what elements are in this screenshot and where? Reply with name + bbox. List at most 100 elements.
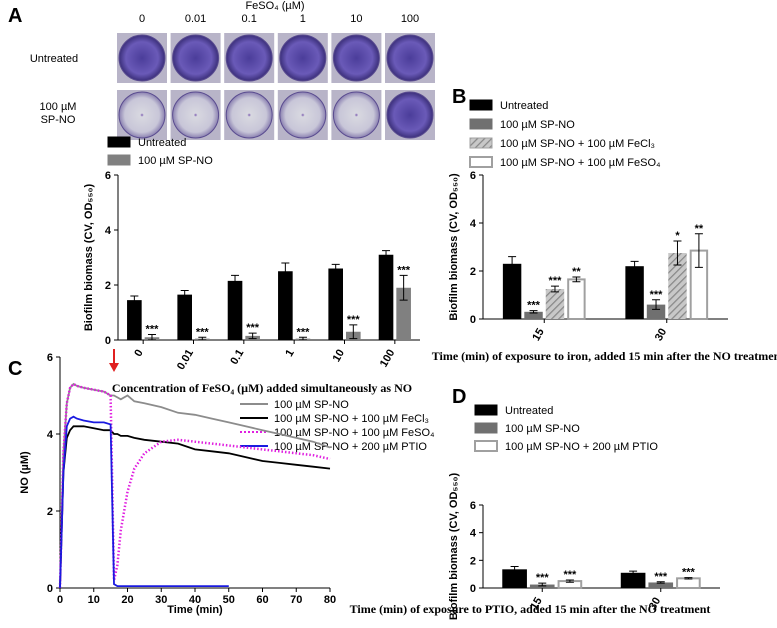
error-bar: [550, 285, 559, 293]
legend-label: Untreated: [505, 405, 553, 417]
legend-label: 100 µM SP-NO + 100 µM FeCl₃: [274, 413, 429, 425]
y-tick-label: 6: [105, 170, 111, 182]
well: [225, 91, 273, 139]
y-tick-label: 0: [470, 314, 476, 326]
well: [118, 91, 166, 139]
error-bar: [673, 240, 682, 266]
well: [332, 34, 380, 82]
error-bar: [630, 260, 639, 272]
legend-label: Untreated: [500, 100, 548, 112]
error-bar: [349, 324, 358, 340]
error-bar: [565, 579, 574, 583]
significance-label: ***: [654, 571, 668, 583]
panel-label: D: [452, 386, 466, 408]
x-tick-label: 15: [528, 596, 545, 613]
error-bar: [510, 566, 519, 573]
panel-label: C: [8, 358, 22, 380]
column-label: 0.01: [185, 13, 206, 25]
bar: [127, 300, 142, 340]
legend-label: 100 µM SP-NO + 200 µM PTIO: [505, 441, 658, 453]
x-tick-label: 80: [324, 594, 336, 606]
error-bar: [572, 276, 581, 283]
legend-swatch: [469, 99, 493, 111]
well: [118, 34, 166, 82]
legend-swatch: [107, 136, 131, 148]
column-label: 100: [401, 13, 419, 25]
x-tick-label: 0: [132, 348, 145, 359]
error-bar: [331, 263, 340, 274]
row-label: Untreated: [30, 53, 78, 65]
bar: [227, 280, 243, 340]
panel-label: A: [8, 5, 22, 27]
significance-label: ***: [397, 264, 411, 276]
error-bar: [248, 332, 257, 340]
row-label: 100 µM SP-NO: [40, 101, 77, 126]
legend-label: 100 µM SP-NO: [274, 399, 349, 411]
significance-label: *: [675, 230, 680, 242]
legend-label: 100 µM SP-NO + 100 µM FeSO₄: [274, 427, 435, 439]
y-tick-label: 6: [47, 352, 53, 364]
legend-swatch: [469, 156, 493, 168]
legend-label: 100 µM SP-NO + 200 µM PTIO: [274, 441, 427, 453]
error-bar: [399, 274, 408, 301]
x-tick-label: 0.1: [228, 348, 246, 367]
y-axis-label: Biofilm biomass (CV, OD₅₅₀): [83, 184, 95, 332]
x-axis-label: Time (min) of exposure to PTIO, added 15…: [350, 602, 711, 616]
error-bar: [508, 256, 517, 272]
column-label: 10: [350, 13, 362, 25]
bar: [177, 294, 192, 340]
y-tick-label: 2: [470, 266, 476, 278]
error-bar: [198, 336, 207, 341]
significance-label: ***: [146, 324, 160, 336]
error-bar: [382, 250, 391, 260]
legend-label: 100 µM SP-NO: [500, 119, 575, 131]
well: [332, 91, 380, 139]
y-tick-label: 0: [470, 583, 476, 595]
significance-label: ***: [297, 326, 311, 338]
significance-label: ***: [347, 314, 361, 326]
x-tick-label: 0: [57, 594, 63, 606]
bar: [378, 254, 394, 340]
y-tick-label: 2: [47, 506, 53, 518]
error-bar: [529, 310, 538, 314]
error-bar: [652, 299, 661, 310]
bar: [502, 263, 522, 319]
column-label: 0: [139, 13, 145, 25]
significance-label: ***: [527, 300, 541, 312]
x-tick-label: 50: [223, 594, 235, 606]
grid-title: FeSO₄ (µM): [245, 0, 304, 12]
well: [172, 91, 220, 139]
x-tick-label: 20: [121, 594, 133, 606]
y-tick-label: 4: [105, 225, 112, 237]
well: [279, 91, 327, 139]
y-tick-label: 2: [105, 280, 111, 292]
error-bar: [231, 274, 240, 287]
bar: [502, 569, 527, 588]
bar: [567, 278, 586, 320]
error-bar: [130, 295, 139, 305]
x-tick-label: 30: [155, 594, 167, 606]
well: [225, 34, 273, 82]
y-tick-label: 6: [470, 500, 476, 512]
bar: [524, 311, 543, 319]
x-tick-label: 1: [283, 348, 296, 359]
y-axis-label: Biofilm biomass (CV, OD₅₅₀): [448, 173, 460, 321]
x-axis-label: Time (min) of exposure to iron, added 15…: [432, 349, 777, 363]
error-bar: [281, 262, 290, 280]
well: [386, 91, 434, 139]
line: [59, 425, 331, 589]
bar: [648, 582, 674, 588]
significance-label: **: [572, 266, 581, 278]
line: [59, 415, 229, 589]
legend-swatch: [469, 137, 493, 149]
bar: [278, 271, 293, 340]
error-bar: [298, 336, 307, 341]
x-axis-label: Concentration of FeSO₄ (µM) added simult…: [112, 381, 412, 395]
x-tick-label: 0.01: [175, 348, 196, 373]
arrow-head: [109, 363, 119, 372]
error-bar: [180, 290, 189, 300]
bar: [328, 268, 343, 340]
significance-label: ***: [246, 322, 260, 334]
bar: [646, 304, 666, 319]
well: [386, 34, 434, 82]
